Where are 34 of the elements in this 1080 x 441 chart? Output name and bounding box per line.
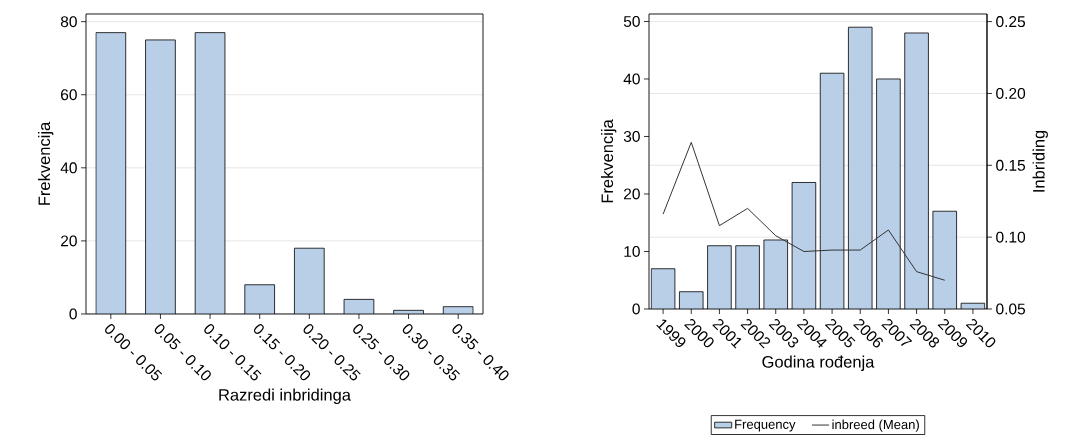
y2-tick-label: 0.25 xyxy=(996,16,1026,28)
x-axis-title: Godina rođenja xyxy=(762,355,875,371)
y2-tick-label: 0.10 xyxy=(996,231,1026,243)
y2-tick-label: 0.05 xyxy=(996,303,1026,315)
bar xyxy=(707,245,732,309)
y-tick-label: 10 xyxy=(624,246,640,257)
bar xyxy=(763,239,788,309)
y-axis-title: Frekvencija xyxy=(600,119,617,203)
y-tick-label: 20 xyxy=(61,235,77,247)
x-axis-title: Razredi inbridinga xyxy=(219,388,351,404)
bar xyxy=(876,78,901,309)
y-tick-label: 80 xyxy=(60,16,77,28)
bar xyxy=(932,211,957,309)
bar xyxy=(735,245,760,309)
y2-tick-label: 0.15 xyxy=(996,159,1026,171)
y-tick-label: 30 xyxy=(623,130,640,142)
bar xyxy=(651,268,675,309)
y-axis-title: Frekvencija xyxy=(38,121,54,205)
y-tick-label: 20 xyxy=(624,188,640,200)
y-tick-label: 40 xyxy=(623,73,640,85)
bar xyxy=(904,32,929,309)
bar xyxy=(848,27,873,309)
line-series xyxy=(662,141,946,281)
legend-label: inbreed (Mean) xyxy=(832,419,919,432)
bar xyxy=(820,73,844,309)
y-tick-label: 40 xyxy=(60,162,77,174)
legend-label: Frequency xyxy=(735,419,796,432)
y2-axis-title: Inbriding xyxy=(1032,130,1048,192)
y-tick-label: 0 xyxy=(632,303,640,315)
y-tick-label: 50 xyxy=(623,15,640,27)
y-tick-label: 60 xyxy=(61,89,77,101)
bar xyxy=(792,182,816,309)
y2-tick-label: 0.20 xyxy=(996,87,1026,99)
y-tick-label: 0 xyxy=(69,308,77,320)
